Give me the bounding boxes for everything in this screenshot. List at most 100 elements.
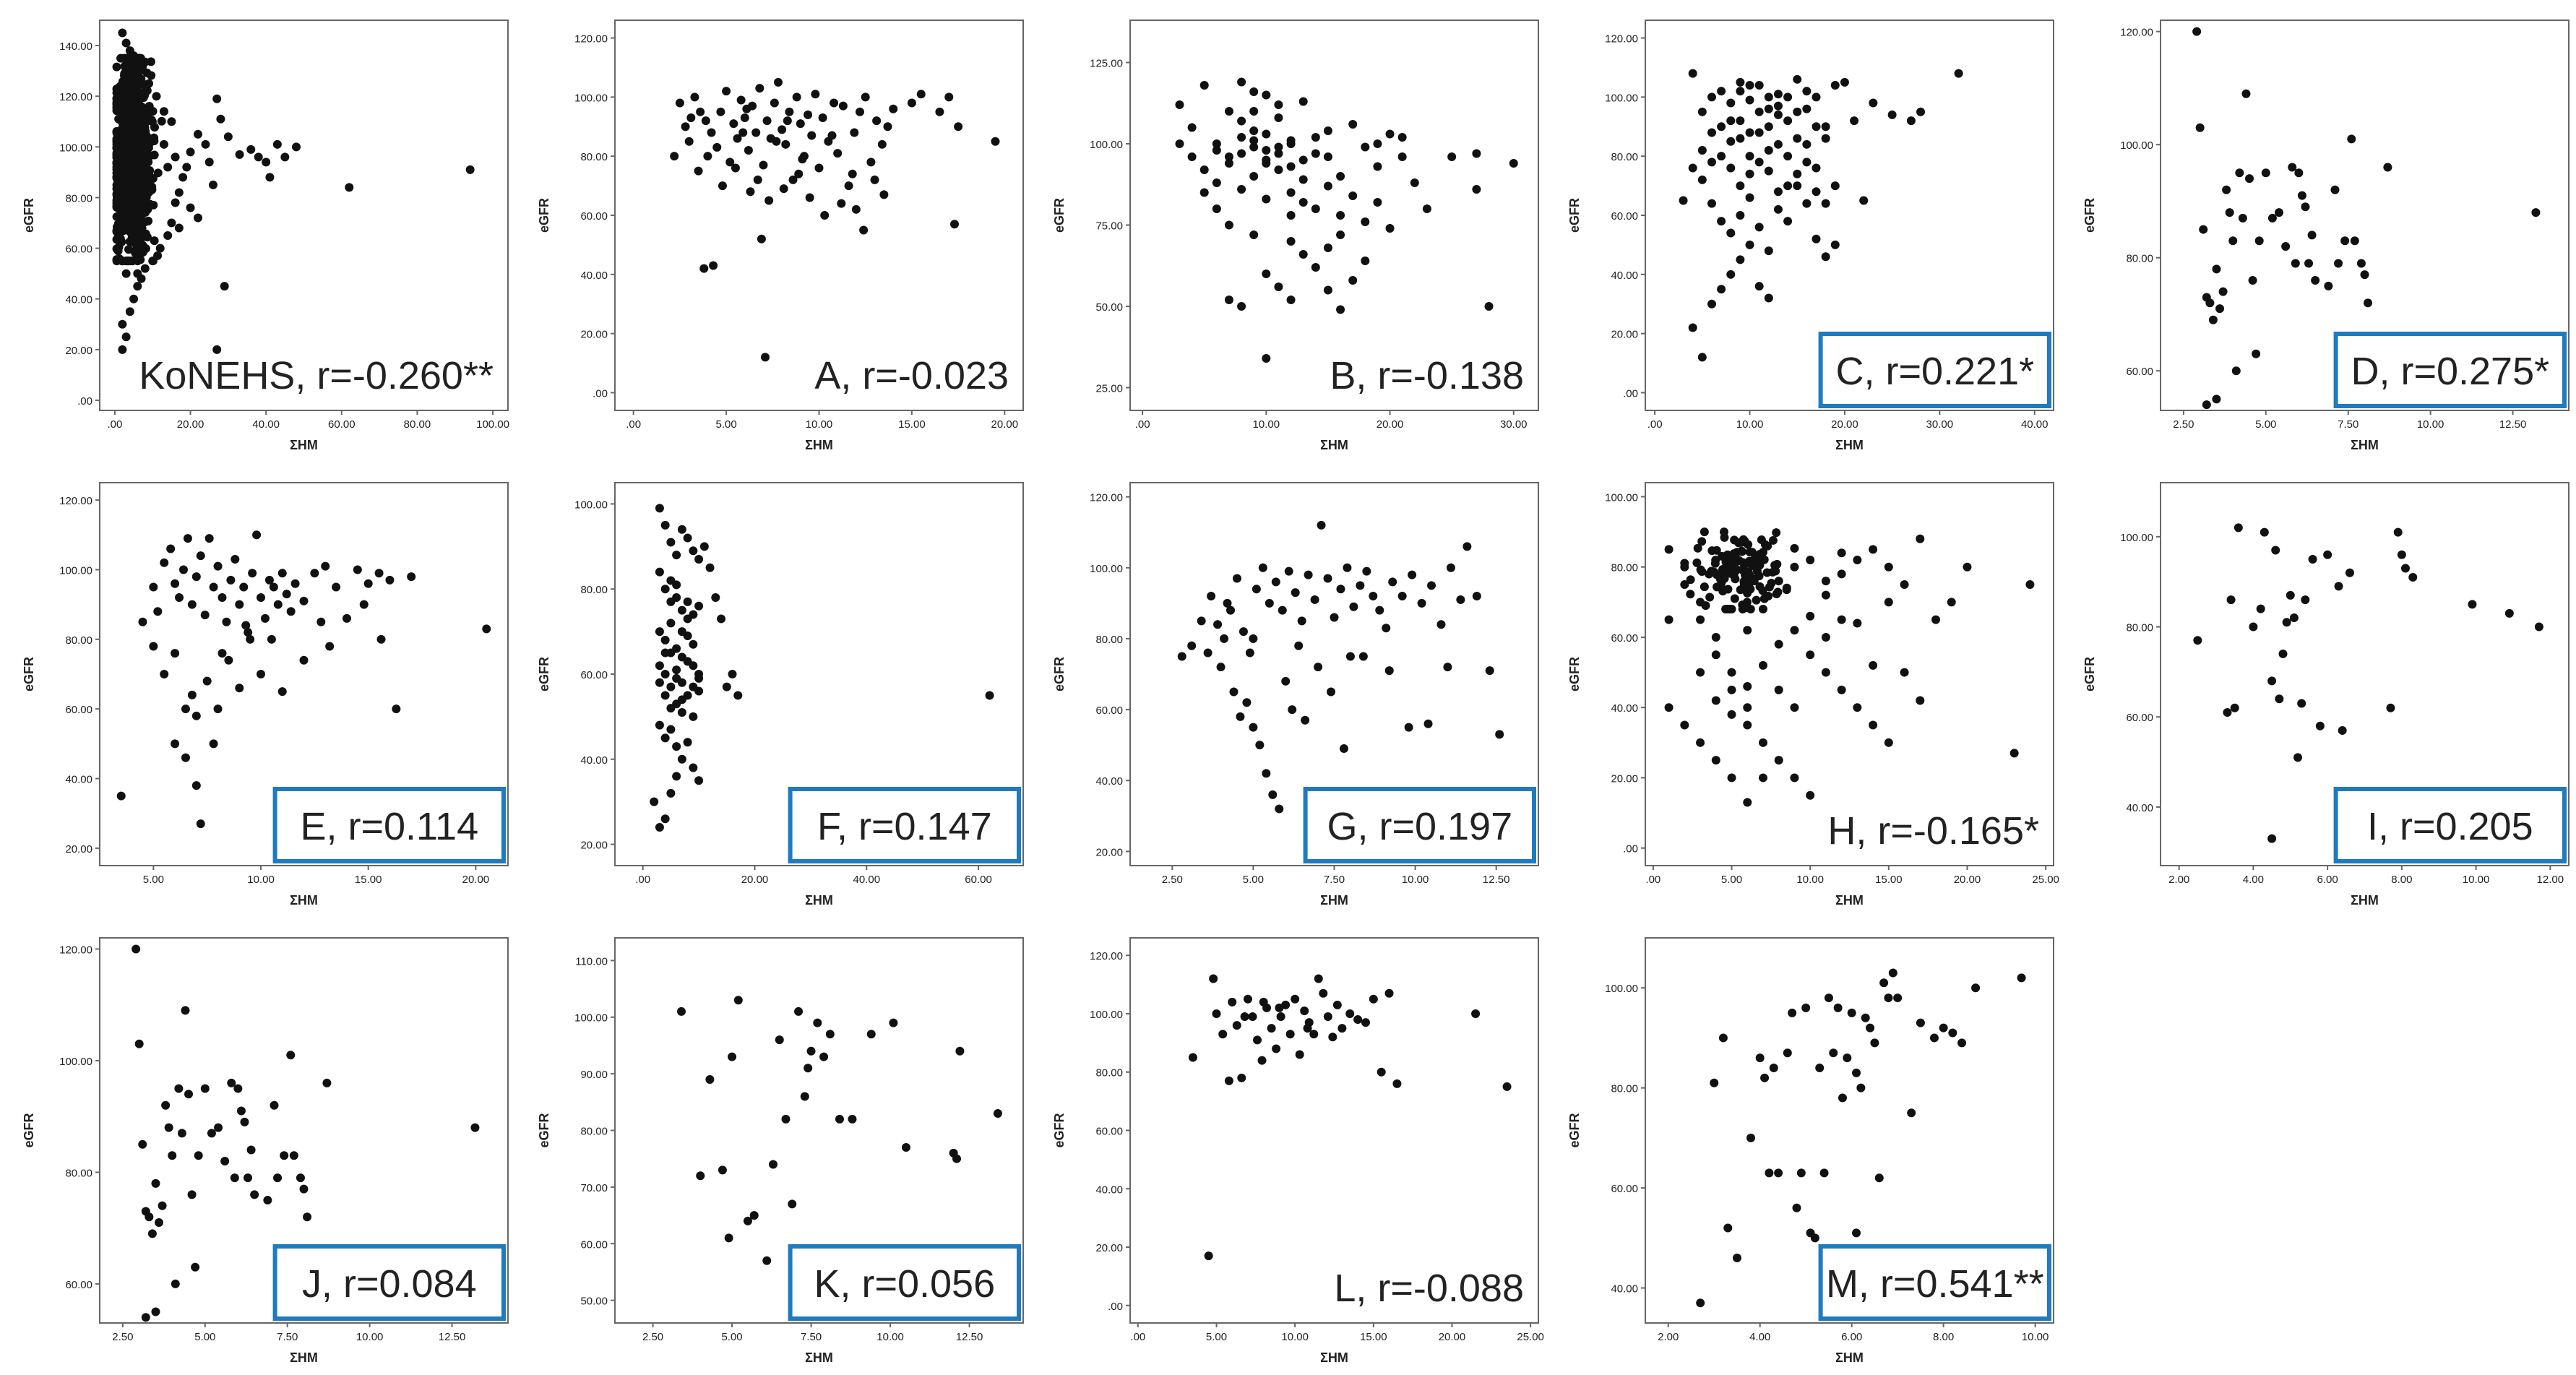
data-point: [1717, 122, 1726, 132]
data-point: [332, 582, 341, 592]
x-tick-label: 25.00: [2032, 874, 2059, 886]
data-point: [2252, 349, 2261, 358]
data-point: [1762, 568, 1772, 577]
scatter-svg-J: 60.00 80.00 100.00 120.00 2.50 5.00 7.50 10.00 1…: [22, 937, 509, 1365]
data-point: [1274, 283, 1283, 291]
data-point: [1866, 1023, 1875, 1033]
data-point: [728, 1052, 737, 1061]
points-group-E: [116, 530, 491, 829]
data-point: [2383, 163, 2392, 172]
data-point: [1790, 562, 1799, 572]
data-point: [112, 165, 121, 174]
highlight-box: [272, 1244, 506, 1321]
data-point: [194, 213, 203, 223]
data-point: [2230, 703, 2239, 712]
data-point: [121, 63, 130, 72]
x-tick-label: 8.00: [1933, 1331, 1954, 1343]
data-point: [115, 254, 124, 263]
data-point: [1830, 181, 1840, 191]
data-point: [1223, 598, 1232, 608]
scatter-panel-C: .00 20.00 40.00 60.00 80.00 100.00 120.00 .00 10…: [1546, 0, 2061, 462]
highlight-box: [2333, 787, 2567, 863]
data-point: [1861, 1013, 1870, 1022]
data-point: [1212, 204, 1221, 213]
data-point: [1249, 126, 1259, 135]
scatter-panel-I: 40.00 60.00 80.00 100.00 2.00 4.00 6.00 8.00 10.…: [2061, 462, 2576, 918]
data-point: [2222, 185, 2231, 194]
data-point: [1298, 175, 1308, 184]
data-point: [666, 725, 676, 734]
y-tick-label: .00: [1623, 387, 1638, 400]
data-point: [1257, 1056, 1267, 1065]
x-axis-title: ΣHM: [1835, 1350, 1864, 1365]
data-point: [1382, 624, 1391, 633]
data-point: [733, 996, 743, 1005]
data-point: [1304, 570, 1313, 579]
data-point: [1337, 1024, 1347, 1033]
data-point: [1720, 533, 1729, 542]
data-point: [683, 614, 692, 624]
scatter-panel-A: .00 20.00 40.00 60.00 80.00 100.00 120.00 .00 5.…: [515, 0, 1030, 462]
data-point: [174, 188, 184, 197]
data-point: [1361, 1018, 1370, 1027]
data-point: [1774, 577, 1783, 586]
data-point: [158, 1201, 167, 1210]
data-point: [200, 611, 210, 620]
data-point: [1423, 719, 1433, 728]
data-point: [1802, 139, 1812, 149]
data-point: [1812, 234, 1821, 243]
y-tick-label: 80.00: [1095, 1067, 1123, 1079]
x-tick-label: 10.00: [356, 1331, 384, 1343]
data-point: [1754, 158, 1764, 167]
x-axis-title: ΣHM: [290, 893, 318, 908]
data-point: [1853, 618, 1862, 628]
data-point: [666, 538, 676, 547]
data-point: [140, 123, 150, 132]
data-point: [1767, 578, 1776, 587]
y-tick-label: 80.00: [1611, 562, 1638, 574]
data-point: [954, 122, 963, 132]
data-point: [145, 1212, 154, 1222]
data-point: [250, 1190, 259, 1199]
data-point: [2218, 287, 2228, 296]
data-point: [1726, 163, 1736, 173]
data-point: [2245, 174, 2254, 184]
data-point: [316, 617, 326, 626]
data-point: [359, 600, 369, 609]
data-point: [1249, 723, 1258, 732]
x-axis-title: ΣHM: [290, 1350, 318, 1365]
data-point: [677, 708, 686, 717]
data-point: [1802, 104, 1812, 113]
data-point: [239, 582, 249, 592]
data-point: [1286, 296, 1296, 304]
data-point: [666, 788, 676, 798]
data-point: [838, 101, 848, 111]
data-point: [159, 139, 168, 149]
y-axis-title: eGFR: [1052, 657, 1067, 691]
highlight-box: [1818, 332, 2051, 408]
data-point: [1947, 598, 1956, 607]
data-point: [1726, 116, 1736, 126]
y-tick-label: 60.00: [580, 669, 608, 681]
data-point: [1664, 545, 1673, 554]
data-point: [907, 98, 916, 108]
data-point: [1939, 1023, 1948, 1033]
data-point: [1929, 1033, 1939, 1043]
data-point: [1332, 1000, 1342, 1009]
data-point: [772, 137, 781, 146]
data-point: [153, 607, 163, 616]
x-tick-label: 20.00: [1954, 874, 1981, 886]
x-tick-label: 15.00: [355, 874, 382, 886]
data-point: [660, 648, 670, 658]
data-point: [743, 1216, 752, 1225]
data-point: [1262, 194, 1271, 204]
data-point: [696, 107, 705, 116]
scatter-panel-H: .00 20.00 40.00 60.00 80.00 100.00 .00 5.00 10.0…: [1546, 462, 2061, 918]
data-point: [149, 200, 158, 210]
y-tick-label: 125.00: [1090, 58, 1123, 70]
data-point: [310, 569, 319, 578]
data-point: [1916, 534, 1925, 543]
data-point: [728, 670, 737, 678]
data-point: [1783, 1048, 1792, 1058]
data-point: [2307, 230, 2317, 240]
